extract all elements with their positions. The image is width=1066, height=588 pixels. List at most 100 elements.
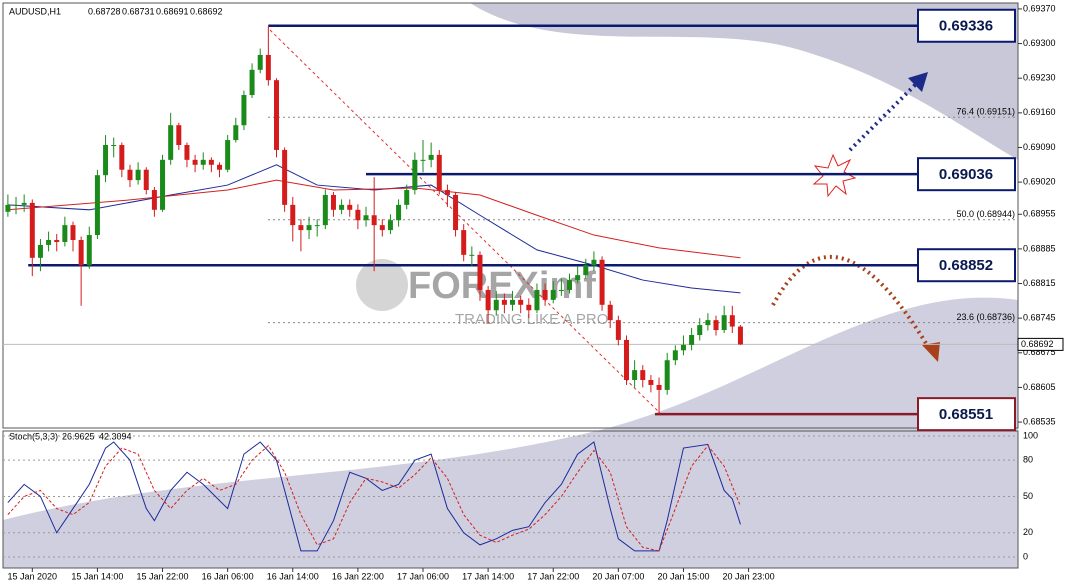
up-arrow xyxy=(848,78,922,152)
trend-line xyxy=(269,29,661,414)
candle-body xyxy=(420,159,426,161)
candle-body xyxy=(298,225,304,231)
level-box xyxy=(917,397,1016,432)
level-label: 0.68852 xyxy=(939,257,993,274)
y-tick-label: 0.69090 xyxy=(1023,142,1056,152)
stoch-d xyxy=(7,444,741,552)
candle-body xyxy=(664,360,670,390)
price-tag-label: 0.68692 xyxy=(1021,339,1054,349)
candle-body xyxy=(656,384,662,390)
candle-body xyxy=(21,202,27,205)
candle-body xyxy=(111,144,117,146)
y-tick-label: 0.68815 xyxy=(1023,278,1056,288)
y-tick-label: 0.68745 xyxy=(1023,313,1056,323)
candle-body xyxy=(518,299,524,305)
candle-body xyxy=(623,339,629,381)
candle-body xyxy=(501,299,507,305)
stoch-d-last: 42.3094 xyxy=(99,431,132,441)
down-arrow xyxy=(771,254,932,352)
header-open: 0.68728 xyxy=(88,6,121,16)
candle-body xyxy=(94,175,100,236)
down-arrow-head xyxy=(922,342,940,362)
candle-body xyxy=(151,190,157,210)
price-tag xyxy=(1017,337,1064,351)
candle-body xyxy=(208,159,214,165)
fib-label: 76.4 (0.69151) xyxy=(956,107,1015,117)
candle-body xyxy=(5,204,11,212)
level-label: 0.69336 xyxy=(939,18,993,35)
decoration xyxy=(3,3,1018,568)
candle-body xyxy=(607,304,613,321)
candle-body xyxy=(192,159,198,165)
x-tick-label: 17 Jan 22:00 xyxy=(527,571,579,581)
y-tick-label: 0.68885 xyxy=(1023,243,1056,253)
candle-body xyxy=(143,169,149,191)
candle-body xyxy=(225,140,231,170)
candle-body xyxy=(265,54,271,81)
candle-body xyxy=(387,220,393,231)
x-tick-label: 15 Jan 14:00 xyxy=(71,571,123,581)
stoch-tick-label: 100 xyxy=(1023,430,1038,440)
candle-body xyxy=(436,154,442,191)
candle-body xyxy=(534,289,540,311)
candle-body xyxy=(444,190,450,195)
starburst xyxy=(812,153,857,198)
candle-body xyxy=(591,259,597,266)
fib-label: 23.6 (0.68736) xyxy=(956,312,1015,322)
candle-body xyxy=(404,190,410,205)
y-tick-label: 0.68955 xyxy=(1023,209,1056,219)
x-tick-label: 20 Jan 23:00 xyxy=(723,571,775,581)
stoch-k xyxy=(7,441,741,552)
candle-body xyxy=(379,225,385,231)
candle-body xyxy=(477,254,483,290)
x-tick-label: 17 Jan 14:00 xyxy=(462,571,514,581)
watermark-slogan: TRADING LIKE A PRO xyxy=(455,311,608,328)
header-low: 0.68691 xyxy=(156,6,189,16)
stoch-tick-label: 80 xyxy=(1023,455,1033,465)
candle-body xyxy=(322,194,328,226)
candle-body xyxy=(257,54,263,70)
x-tick-label: 20 Jan 07:00 xyxy=(592,571,644,581)
candle-body xyxy=(396,204,402,221)
candle-body xyxy=(37,244,43,258)
x-tick-label: 15 Jan 2020 xyxy=(8,571,58,581)
x-tick-label: 16 Jan 06:00 xyxy=(202,571,254,581)
level-label: 0.69036 xyxy=(939,166,993,183)
candle-body xyxy=(46,239,52,245)
candle-body xyxy=(330,194,336,210)
candle-body xyxy=(567,280,573,290)
candle-body xyxy=(54,239,60,242)
level-box xyxy=(917,8,1016,43)
candle-body xyxy=(461,230,467,255)
candle-body xyxy=(176,125,182,145)
candle-body xyxy=(282,149,288,205)
candle-body xyxy=(542,289,548,300)
x-tick-label: 16 Jan 22:00 xyxy=(332,571,384,581)
candle-body xyxy=(583,265,589,276)
candle-body xyxy=(86,235,92,266)
stoch-panel xyxy=(2,430,1019,569)
fib-label: 50.0 (0.68944) xyxy=(956,209,1015,219)
x-tick-label: 16 Jan 14:00 xyxy=(267,571,319,581)
candle-body xyxy=(29,202,35,258)
candle-body xyxy=(62,225,68,242)
candle-body xyxy=(550,289,556,300)
candle-body xyxy=(160,159,166,210)
candle-body xyxy=(200,159,206,165)
candle-body xyxy=(721,315,727,331)
annotations xyxy=(269,29,940,414)
up-arrow-head xyxy=(908,72,928,92)
candle-body xyxy=(689,334,695,345)
candle-body xyxy=(705,320,711,326)
level-label: 0.68551 xyxy=(939,406,993,423)
candle-body xyxy=(697,325,703,335)
candle-body xyxy=(233,125,239,141)
candle-body xyxy=(615,320,621,340)
x-tick-label: 20 Jan 15:00 xyxy=(657,571,709,581)
y-tick-label: 0.69160 xyxy=(1023,107,1056,117)
candle-body xyxy=(526,304,532,311)
y-tick-label: 0.68535 xyxy=(1023,416,1056,426)
candle-body xyxy=(510,299,516,305)
candle-body xyxy=(672,350,678,361)
